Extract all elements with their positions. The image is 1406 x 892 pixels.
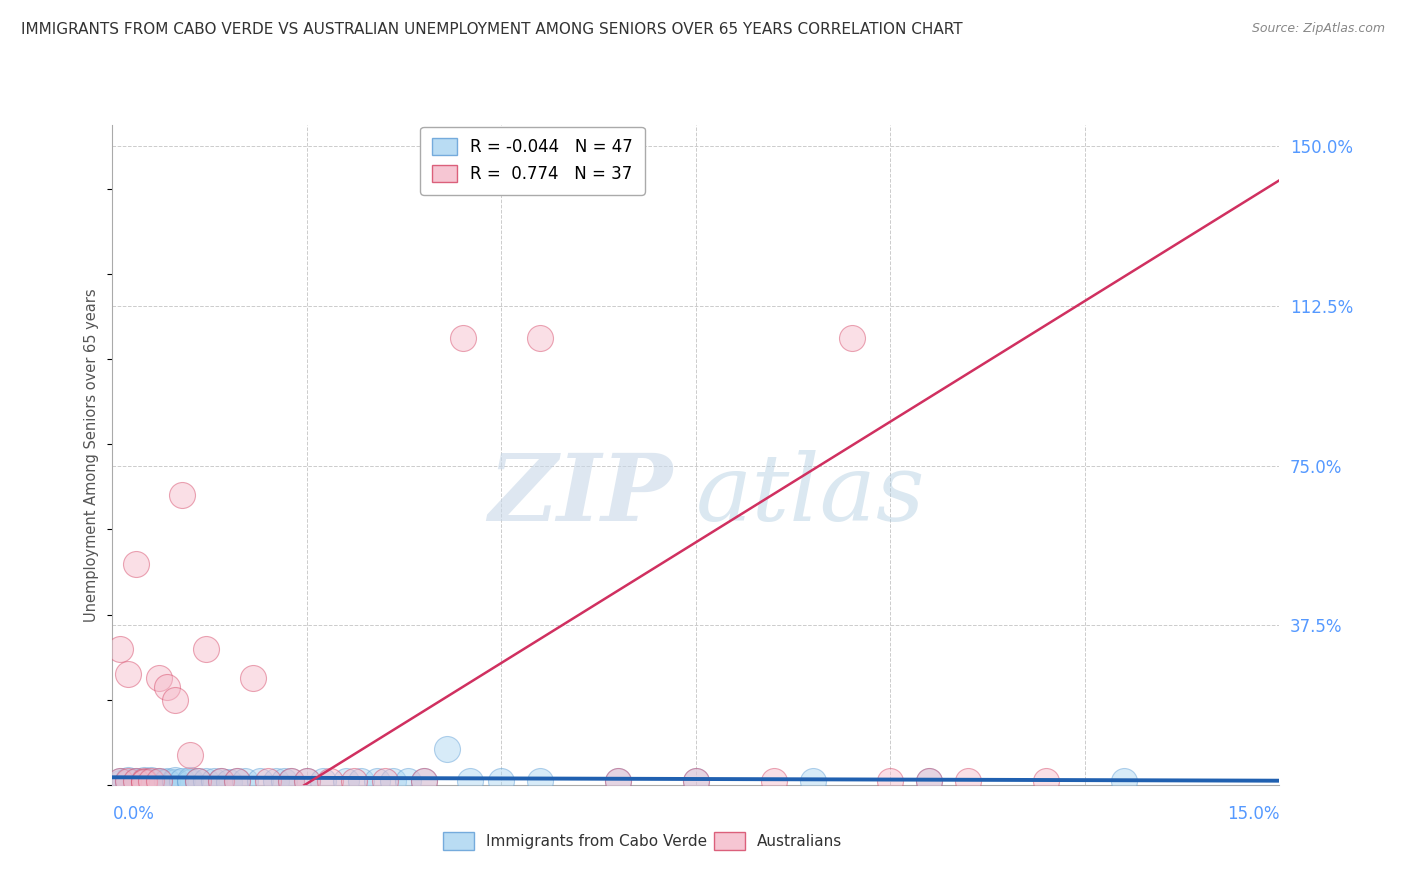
Point xyxy=(451,331,474,345)
Point xyxy=(179,773,201,788)
Text: ZIP: ZIP xyxy=(488,450,672,540)
Point xyxy=(187,774,209,789)
Point xyxy=(685,773,707,788)
Text: Australians: Australians xyxy=(756,834,842,848)
Point xyxy=(801,774,824,789)
Point xyxy=(273,774,295,789)
Point xyxy=(117,772,139,787)
Point xyxy=(1112,774,1135,789)
Point xyxy=(242,672,264,686)
Point xyxy=(125,773,148,788)
Point xyxy=(249,774,271,789)
Point xyxy=(529,774,551,789)
Point xyxy=(148,773,170,788)
Point xyxy=(156,773,179,788)
Point xyxy=(412,773,434,788)
Point xyxy=(374,773,396,788)
Point xyxy=(264,773,287,788)
Point xyxy=(132,774,155,789)
Point xyxy=(172,488,194,502)
Point xyxy=(366,773,388,788)
Text: Source: ZipAtlas.com: Source: ZipAtlas.com xyxy=(1251,22,1385,36)
Point xyxy=(163,774,186,789)
Point xyxy=(209,773,232,788)
Point xyxy=(257,773,280,788)
Point xyxy=(187,773,209,788)
Point xyxy=(125,775,148,789)
Point xyxy=(311,774,333,789)
Point xyxy=(957,773,980,788)
Point xyxy=(381,774,404,789)
Point xyxy=(110,776,132,790)
Point xyxy=(233,773,256,788)
Point xyxy=(918,774,941,789)
Point xyxy=(202,774,225,789)
Point xyxy=(132,772,155,787)
Point xyxy=(343,773,366,788)
Point xyxy=(918,773,941,788)
Point xyxy=(412,774,434,789)
Point xyxy=(132,774,155,789)
Point xyxy=(295,773,318,788)
Point xyxy=(841,331,863,345)
Point xyxy=(163,693,186,707)
Point xyxy=(607,773,630,788)
Point xyxy=(141,775,163,789)
Y-axis label: Unemployment Among Seniors over 65 years: Unemployment Among Seniors over 65 years xyxy=(84,288,100,622)
Point xyxy=(117,667,139,681)
Point xyxy=(209,773,232,788)
Point xyxy=(335,773,357,788)
Point xyxy=(156,680,179,694)
Point xyxy=(110,773,132,788)
Text: IMMIGRANTS FROM CABO VERDE VS AUSTRALIAN UNEMPLOYMENT AMONG SENIORS OVER 65 YEAR: IMMIGRANTS FROM CABO VERDE VS AUSTRALIAN… xyxy=(21,22,963,37)
Point xyxy=(156,775,179,789)
Point xyxy=(685,774,707,789)
Point xyxy=(110,641,132,656)
Point xyxy=(319,773,342,788)
Point xyxy=(280,773,302,788)
Point xyxy=(762,773,785,788)
Point xyxy=(396,773,419,788)
Legend: R = -0.044   N = 47, R =  0.774   N = 37: R = -0.044 N = 47, R = 0.774 N = 37 xyxy=(420,127,645,194)
Point xyxy=(194,773,217,788)
Point xyxy=(117,774,139,789)
Point xyxy=(460,774,482,789)
Text: Immigrants from Cabo Verde: Immigrants from Cabo Verde xyxy=(486,834,707,848)
Point xyxy=(179,748,201,763)
Point xyxy=(879,773,901,788)
Point xyxy=(117,773,139,788)
Point xyxy=(148,774,170,789)
Point xyxy=(280,773,302,788)
Point xyxy=(172,774,194,789)
Point xyxy=(110,773,132,788)
Point xyxy=(125,557,148,571)
Point xyxy=(132,773,155,788)
Point xyxy=(163,772,186,787)
Point xyxy=(436,741,458,756)
Point xyxy=(226,773,249,788)
Text: 0.0%: 0.0% xyxy=(112,805,155,822)
Point xyxy=(226,773,249,788)
Point xyxy=(350,774,373,789)
Point xyxy=(1035,773,1057,788)
Point xyxy=(529,331,551,345)
Text: atlas: atlas xyxy=(696,450,925,540)
Point xyxy=(125,773,148,788)
Point xyxy=(194,641,217,656)
Point xyxy=(179,774,201,789)
Point xyxy=(148,672,170,686)
Point xyxy=(218,774,240,789)
Text: 15.0%: 15.0% xyxy=(1227,805,1279,822)
Point xyxy=(295,774,318,789)
Point xyxy=(148,773,170,788)
Point xyxy=(491,774,513,789)
Point xyxy=(141,773,163,788)
Point xyxy=(607,774,630,789)
Point xyxy=(141,773,163,788)
